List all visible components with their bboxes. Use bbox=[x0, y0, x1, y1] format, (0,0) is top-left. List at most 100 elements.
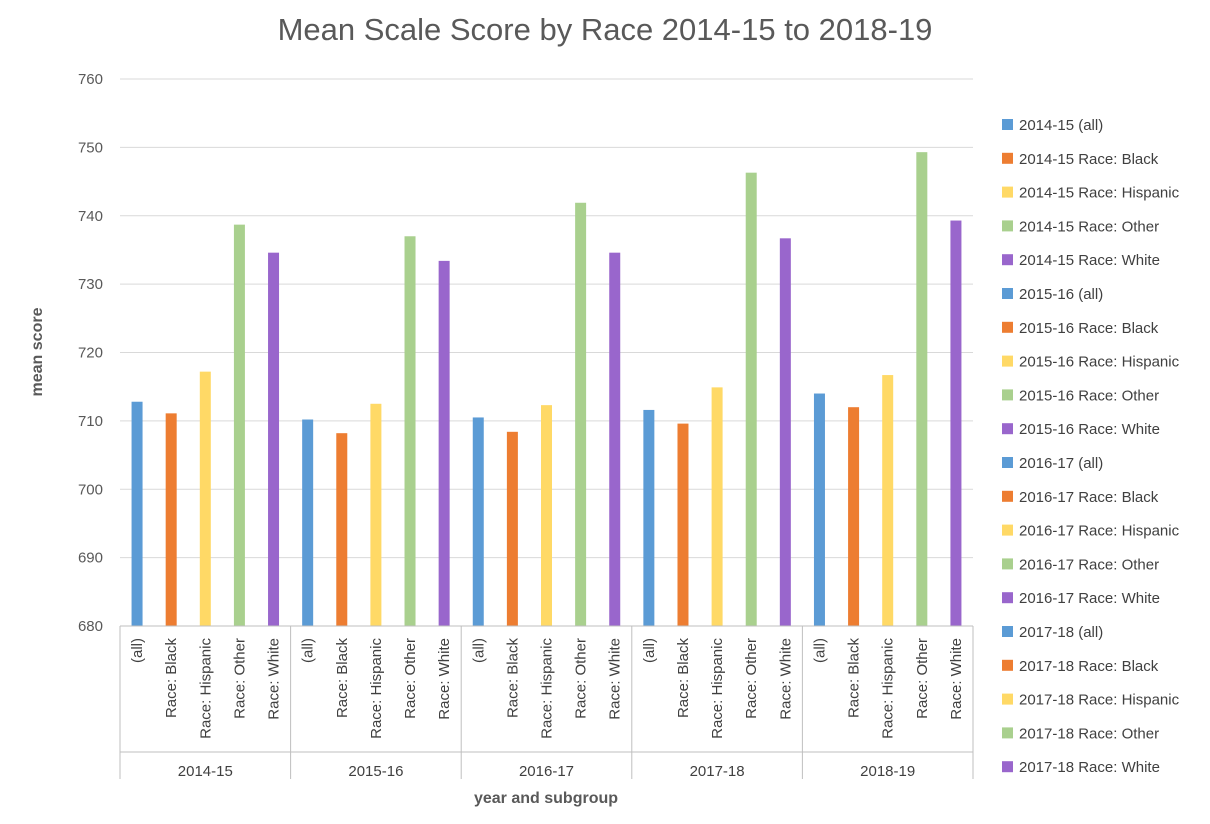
x-subgroup-label: Race: Other bbox=[402, 638, 419, 719]
legend-swatch bbox=[1002, 626, 1013, 637]
x-group-label: 2018-19 bbox=[860, 763, 915, 780]
y-tick-label: 750 bbox=[78, 139, 103, 156]
y-tick-label: 680 bbox=[78, 618, 103, 635]
bar bbox=[779, 238, 791, 626]
x-subgroup-label: Race: Black bbox=[334, 638, 351, 719]
legend-label: 2016-17 Race: Black bbox=[1019, 489, 1159, 506]
legend-label: 2017-18 (all) bbox=[1019, 624, 1103, 641]
legend-swatch bbox=[1002, 152, 1013, 164]
x-subgroup-label: Race: Black bbox=[163, 638, 180, 719]
y-tick-label: 700 bbox=[78, 481, 103, 498]
legend-label: 2015-16 Race: Black bbox=[1019, 320, 1159, 337]
legend-label: 2014-15 Race: White bbox=[1019, 252, 1160, 269]
legend-label: 2014-15 Race: Other bbox=[1019, 218, 1159, 235]
bar bbox=[813, 393, 825, 626]
y-tick-label: 720 bbox=[78, 345, 103, 362]
x-subgroup-label: Race: Hispanic bbox=[368, 638, 385, 739]
x-subgroup-label: Race: Hispanic bbox=[880, 638, 897, 739]
legend-swatch bbox=[1002, 761, 1013, 773]
bars bbox=[131, 152, 962, 627]
legend-label: 2017-18 Race: Black bbox=[1019, 658, 1159, 675]
legend-swatch bbox=[1002, 693, 1013, 705]
bar bbox=[370, 403, 382, 626]
x-subgroup-label: Race: White bbox=[607, 638, 624, 720]
legend-label: 2017-18 Race: Hispanic bbox=[1019, 692, 1180, 709]
legend-label: 2016-17 Race: Other bbox=[1019, 556, 1159, 573]
bar bbox=[233, 224, 245, 627]
legend-swatch bbox=[1002, 524, 1013, 536]
x-subgroup-label: Race: White bbox=[948, 638, 965, 720]
x-axis: (all) Race: Black Race: Hispanic Race: Othe… bbox=[119, 625, 974, 780]
legend-label: 2017-18 Race: White bbox=[1019, 759, 1160, 776]
x-subgroup-label: Race: Black bbox=[675, 638, 692, 719]
x-subgroup-label: Race: Black bbox=[504, 638, 521, 719]
legend-swatch bbox=[1002, 659, 1013, 671]
bar bbox=[404, 236, 416, 626]
x-group-label: 2015-16 bbox=[348, 763, 403, 780]
x-subgroup-label: Race: White bbox=[777, 638, 794, 720]
legend-label: 2017-18 Race: Other bbox=[1019, 725, 1159, 742]
legend-label: 2016-17 Race: Hispanic bbox=[1019, 523, 1180, 540]
legend-swatch bbox=[1002, 220, 1013, 232]
legend-swatch bbox=[1002, 558, 1013, 570]
x-subgroup-label: Race: Hispanic bbox=[197, 638, 214, 739]
bar bbox=[916, 152, 928, 626]
bar bbox=[575, 202, 587, 627]
x-group-label: 2014-15 bbox=[178, 763, 233, 780]
bar bbox=[268, 252, 280, 627]
legend-swatch bbox=[1002, 727, 1013, 739]
x-subgroup-label: Race: Other bbox=[743, 638, 760, 719]
x-subgroup-label: Race: Hispanic bbox=[539, 638, 556, 739]
bar bbox=[199, 371, 211, 626]
bar bbox=[882, 375, 894, 626]
bar bbox=[950, 220, 962, 626]
y-tick-label: 740 bbox=[78, 208, 103, 225]
legend-label: 2014-15 (all) bbox=[1019, 117, 1103, 134]
x-axis-title: year and subgroup bbox=[474, 790, 618, 807]
bar bbox=[302, 419, 314, 626]
x-group-label: 2016-17 bbox=[519, 763, 574, 780]
x-subgroup-label: Race: Other bbox=[573, 638, 590, 719]
y-tick-label: 730 bbox=[78, 276, 103, 293]
bar bbox=[336, 433, 348, 626]
legend-swatch bbox=[1002, 321, 1013, 333]
bar bbox=[677, 423, 689, 626]
legend-swatch bbox=[1002, 592, 1013, 604]
x-subgroup-label: (all) bbox=[129, 638, 146, 663]
legend-label: 2016-17 (all) bbox=[1019, 455, 1103, 472]
bar bbox=[438, 260, 450, 626]
legend-swatch bbox=[1002, 355, 1013, 367]
legend-swatch bbox=[1002, 186, 1013, 198]
legend-swatch bbox=[1002, 254, 1013, 266]
legend-swatch bbox=[1002, 490, 1013, 502]
x-subgroup-label: Race: Other bbox=[914, 638, 931, 719]
bar bbox=[609, 252, 621, 627]
legend-label: 2015-16 (all) bbox=[1019, 286, 1103, 303]
legend-swatch bbox=[1002, 389, 1013, 401]
legend-swatch bbox=[1002, 423, 1013, 435]
bar bbox=[131, 401, 143, 626]
x-subgroup-label: Race: Hispanic bbox=[709, 638, 726, 739]
y-tick-label: 690 bbox=[78, 550, 103, 567]
x-subgroup-label: (all) bbox=[470, 638, 487, 663]
y-tick-label: 710 bbox=[78, 413, 103, 430]
bar bbox=[472, 417, 484, 626]
chart-title: Mean Scale Score by Race 2014-15 to 2018… bbox=[277, 12, 933, 47]
x-subgroup-label: Race: White bbox=[266, 638, 283, 720]
x-subgroup-label: Race: Other bbox=[231, 638, 248, 719]
x-subgroup-label: Race: Black bbox=[846, 638, 863, 719]
legend-label: 2015-16 Race: Other bbox=[1019, 387, 1159, 404]
legend-swatch bbox=[1002, 457, 1013, 468]
bar bbox=[711, 387, 723, 626]
y-axis-title: mean score bbox=[29, 307, 46, 396]
y-axis-ticks: 680 690 700 710 720 730 740 750 760 bbox=[78, 71, 103, 635]
bar bbox=[745, 172, 757, 626]
legend-label: 2014-15 Race: Hispanic bbox=[1019, 185, 1180, 202]
bar bbox=[506, 431, 518, 626]
bar bbox=[848, 407, 860, 626]
legend-label: 2016-17 Race: White bbox=[1019, 590, 1160, 607]
legend: 2014-15 (all) 2014-15 Race: Black 2014-15 … bbox=[1002, 117, 1180, 776]
bar bbox=[643, 409, 655, 626]
legend-label: 2014-15 Race: Black bbox=[1019, 151, 1159, 168]
